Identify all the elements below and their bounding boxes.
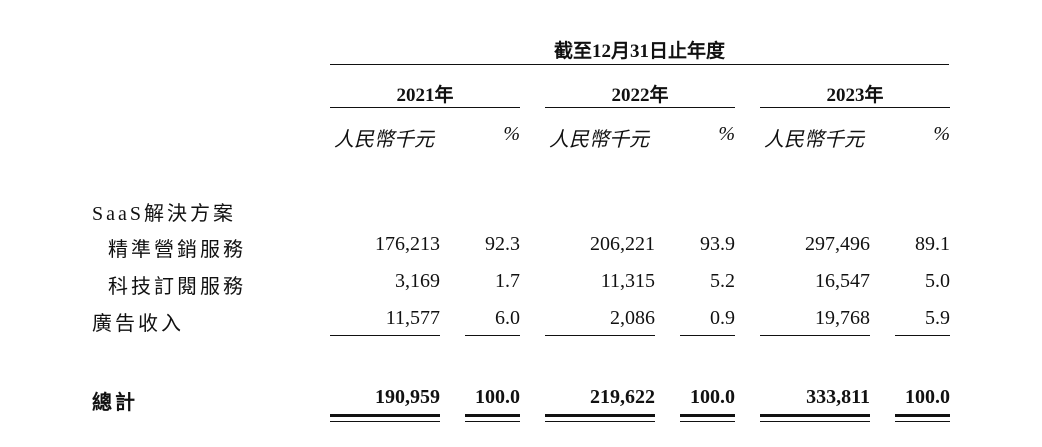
unit-header-2022: 人民幣千元 bbox=[549, 129, 649, 151]
ads-2021-pct: 6.0 bbox=[495, 307, 520, 329]
year-rule-2022 bbox=[545, 107, 735, 108]
pct-header-2021: % bbox=[503, 123, 520, 145]
tech-2022-amount: 11,315 bbox=[600, 270, 655, 292]
subtotal-rule-2022-pct bbox=[680, 335, 735, 336]
total-double-rule-2023-amount bbox=[760, 414, 870, 422]
ads-2021-amount: 11,577 bbox=[385, 307, 440, 329]
row-saas-label: SaaS解決方案 bbox=[92, 203, 236, 225]
precision-2021-pct: 92.3 bbox=[485, 233, 520, 255]
precision-2022-amount: 206,221 bbox=[590, 233, 655, 255]
subtotal-rule-2021-amount bbox=[330, 335, 440, 336]
total-2023-amount: 333,811 bbox=[806, 386, 870, 408]
tech-2021-amount: 3,169 bbox=[395, 270, 440, 292]
total-double-rule-2021-pct bbox=[465, 414, 520, 422]
ads-2022-pct: 0.9 bbox=[710, 307, 735, 329]
year-2021-header: 2021年 bbox=[396, 85, 454, 106]
tech-2021-pct: 1.7 bbox=[495, 270, 520, 292]
total-double-rule-2021-amount bbox=[330, 414, 440, 422]
subtotal-rule-2022-amount bbox=[545, 335, 655, 336]
unit-header-2021: 人民幣千元 bbox=[334, 129, 434, 151]
year-2022-header: 2022年 bbox=[611, 85, 669, 106]
precision-2022-pct: 93.9 bbox=[700, 233, 735, 255]
subtotal-rule-2023-pct bbox=[895, 335, 950, 336]
subtotal-rule-2023-amount bbox=[760, 335, 870, 336]
precision-2023-amount: 297,496 bbox=[805, 233, 870, 255]
total-2021-amount: 190,959 bbox=[375, 386, 440, 408]
total-2021-pct: 100.0 bbox=[475, 386, 520, 408]
total-double-rule-2023-pct bbox=[895, 414, 950, 422]
subtotal-rule-2021-pct bbox=[465, 335, 520, 336]
ads-2023-amount: 19,768 bbox=[815, 307, 870, 329]
precision-2021-amount: 176,213 bbox=[375, 233, 440, 255]
total-double-rule-2022-pct bbox=[680, 414, 735, 422]
year-rule-2023 bbox=[760, 107, 950, 108]
row-tech-label: 科技訂閱服務 bbox=[108, 276, 246, 298]
period-header: 截至12月31日止年度 bbox=[553, 41, 725, 62]
total-double-rule-2022-amount bbox=[545, 414, 655, 422]
year-2023-header: 2023年 bbox=[826, 85, 884, 106]
row-ads-label: 廣告收入 bbox=[92, 313, 184, 335]
ads-2023-pct: 5.9 bbox=[925, 307, 950, 329]
total-2022-pct: 100.0 bbox=[690, 386, 735, 408]
total-2023-pct: 100.0 bbox=[905, 386, 950, 408]
ads-2022-amount: 2,086 bbox=[610, 307, 655, 329]
tech-2022-pct: 5.2 bbox=[710, 270, 735, 292]
year-rule-2021 bbox=[330, 107, 520, 108]
precision-2023-pct: 89.1 bbox=[915, 233, 950, 255]
header-rule bbox=[330, 64, 949, 65]
pct-header-2023: % bbox=[933, 123, 950, 145]
row-total-label: 總計 bbox=[92, 392, 138, 414]
tech-2023-amount: 16,547 bbox=[815, 270, 870, 292]
total-2022-amount: 219,622 bbox=[590, 386, 655, 408]
unit-header-2023: 人民幣千元 bbox=[764, 129, 864, 151]
tech-2023-pct: 5.0 bbox=[925, 270, 950, 292]
pct-header-2022: % bbox=[718, 123, 735, 145]
row-precision-label: 精準營銷服務 bbox=[108, 239, 246, 261]
